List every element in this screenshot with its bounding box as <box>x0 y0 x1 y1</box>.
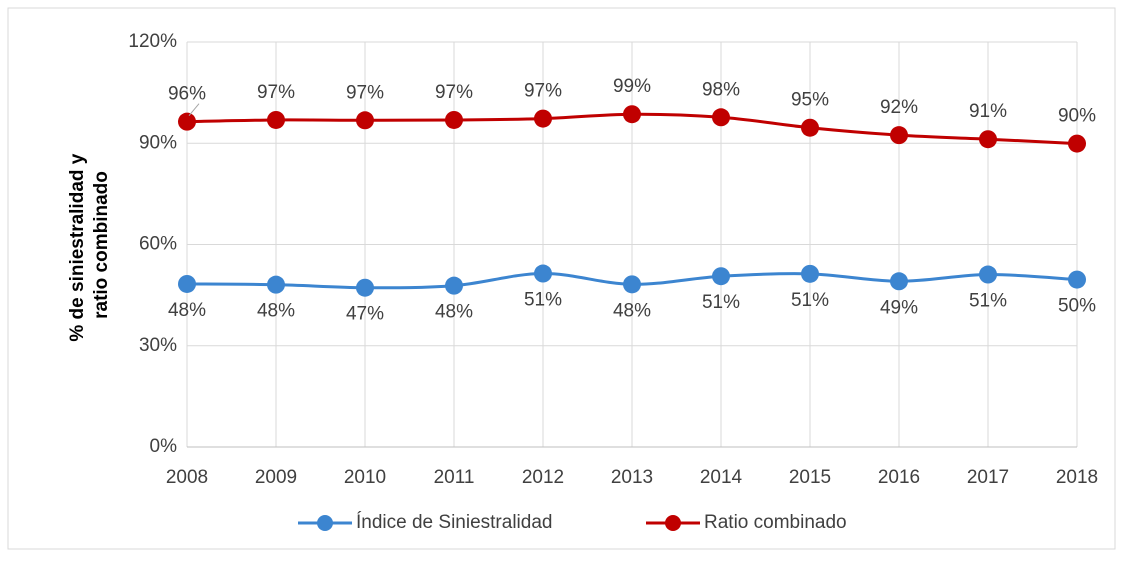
y-axis-title-line: % de siniestralidad y <box>67 153 88 341</box>
data-label: 99% <box>613 76 651 97</box>
data-label: 98% <box>702 79 740 100</box>
data-label: 48% <box>257 301 295 322</box>
x-tick-label: 2018 <box>1056 467 1098 488</box>
data-point <box>801 118 819 137</box>
data-label: 96% <box>168 84 206 105</box>
data-label: 48% <box>613 300 651 321</box>
data-label: 97% <box>257 82 295 103</box>
x-tick-label: 2010 <box>344 467 386 488</box>
data-label: 51% <box>702 292 740 313</box>
x-tick-label: 2017 <box>967 467 1009 488</box>
data-label: 51% <box>524 290 562 311</box>
data-label: 49% <box>880 297 918 318</box>
leader-line <box>188 103 200 116</box>
data-label: 50% <box>1058 296 1096 317</box>
x-tick-label: 2011 <box>434 467 475 488</box>
x-tick-label: 2014 <box>700 467 743 488</box>
data-point <box>1068 134 1086 153</box>
legend-label: Índice de Siniestralidad <box>356 512 552 533</box>
data-point <box>1068 270 1086 289</box>
data-label: 51% <box>969 291 1007 312</box>
data-point <box>534 109 552 128</box>
data-label: 97% <box>346 82 384 103</box>
data-label: 92% <box>880 97 918 118</box>
data-point <box>623 275 641 294</box>
legend-label: Ratio combinado <box>704 512 847 533</box>
data-point <box>712 267 730 286</box>
x-tick-label: 2012 <box>522 467 564 488</box>
y-tick-label: 90% <box>139 132 177 153</box>
data-label: 48% <box>168 300 206 321</box>
y-tick-label: 30% <box>139 335 177 356</box>
data-point <box>979 265 997 284</box>
data-point <box>356 111 374 130</box>
data-point <box>356 278 374 297</box>
data-point <box>801 264 819 283</box>
data-point <box>267 275 285 294</box>
legend-marker <box>317 515 333 531</box>
x-tick-label: 2008 <box>166 467 208 488</box>
data-label: 51% <box>791 290 829 311</box>
data-point <box>178 112 196 131</box>
y-tick-label: 60% <box>139 234 177 255</box>
legend-marker <box>665 515 681 531</box>
data-point <box>623 105 641 124</box>
x-tick-label: 2015 <box>789 467 831 488</box>
data-label: 97% <box>435 82 473 103</box>
x-tick-label: 2009 <box>255 467 297 488</box>
data-label: 47% <box>346 304 384 325</box>
data-label: 48% <box>435 302 473 323</box>
data-label: 95% <box>791 90 829 111</box>
y-tick-label: 0% <box>150 436 178 457</box>
y-tick-label: 120% <box>128 31 177 52</box>
x-tick-label: 2013 <box>611 467 653 488</box>
data-label: 91% <box>969 101 1007 122</box>
data-label: 90% <box>1058 106 1096 127</box>
data-point <box>445 276 463 295</box>
data-point <box>267 110 285 129</box>
x-tick-label: 2016 <box>878 467 920 488</box>
y-axis-title: % de siniestralidad y ratio combinado <box>67 148 112 341</box>
y-axis-title-line: ratio combinado <box>91 171 112 319</box>
data-point <box>178 274 196 293</box>
data-label: 97% <box>524 81 562 102</box>
data-point <box>890 126 908 145</box>
data-point <box>890 272 908 291</box>
data-point <box>534 264 552 283</box>
data-point <box>712 108 730 127</box>
data-point <box>445 110 463 129</box>
data-point <box>979 130 997 149</box>
